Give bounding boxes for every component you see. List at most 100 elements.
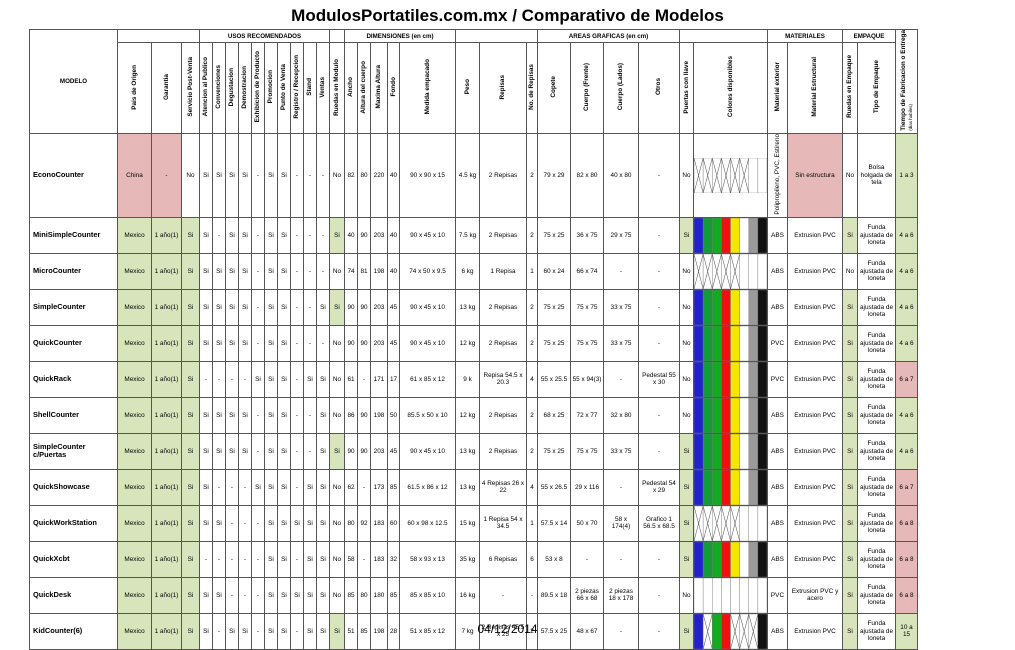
cell-mat-est: Extrusion PVC [787, 396, 843, 434]
cell-repisas: 4 Repisas 26 x 22 [479, 468, 527, 506]
cell-ruedas-modulo: Si [329, 432, 345, 470]
cell-puertas: Si [679, 540, 694, 578]
cell-uso-4: Si [251, 468, 265, 506]
swatch-cross-icon [730, 254, 740, 289]
cell-repisas: 1 Repisa [479, 252, 527, 290]
color-swatch [721, 398, 731, 433]
color-swatch [702, 218, 713, 253]
cell-tipo-emp: Funda ajustada de loneta [857, 288, 896, 326]
cell-uso-1: Si [212, 132, 226, 218]
cell-peso: 16 kg [455, 576, 480, 614]
cell-uso-6: Si [277, 288, 291, 326]
cell-uso-8: - [303, 396, 317, 434]
cell-repisas: - [479, 576, 527, 614]
cell-area-3: Pedestal 54 x 29 [638, 468, 680, 506]
cell-area-1: 29 x 116 [570, 468, 604, 506]
cell-mat-est: Extrusion PVC [787, 324, 843, 362]
header-garantia: Garantia [151, 42, 182, 134]
cell-uso-3: - [238, 576, 252, 614]
header-colores-label: Colores disponibles [726, 56, 734, 118]
cell-no-repisas: 2 [526, 396, 538, 434]
cell-uso-4: - [251, 432, 265, 470]
cell-colores [693, 324, 768, 362]
swatch-cross-icon [694, 506, 704, 541]
cell-uso-9: - [316, 324, 330, 362]
cell-dim-3: 60 [387, 504, 400, 542]
cell-modelo: QuickXcbt [29, 540, 118, 578]
cell-dim-2: 180 [370, 576, 388, 614]
cell-uso-3: Si [238, 396, 252, 434]
cell-area-2: - [603, 468, 639, 506]
cell-mat-ext: Polipropileno, PVC, Estireno [767, 132, 788, 218]
cell-ruedas-emp: Si [842, 504, 858, 542]
cell-dim-1: - [357, 360, 371, 398]
cell-uso-2: - [225, 468, 239, 506]
cell-uso-3: Si [238, 288, 252, 326]
cell-dim-0: 61 [344, 360, 358, 398]
cell-ruedas-emp: Si [842, 288, 858, 326]
header-servicio-label: Servicio Post-Venta [186, 57, 194, 117]
cell-no-repisas: 4 [526, 468, 538, 506]
cell-uso-8: - [303, 132, 317, 218]
cell-tiempo: 4 a 6 [895, 324, 918, 362]
cell-modelo: QuickWorkStation [29, 504, 118, 542]
group-usos: USOS RECOMENDADOS [199, 28, 330, 44]
cell-dim-1: 90 [357, 432, 371, 470]
cell-servicio: Si [181, 432, 200, 470]
cell-area-2: - [603, 540, 639, 578]
cell-garantia: 1 año(1) [151, 576, 182, 614]
cell-colores [693, 432, 768, 470]
cell-dim-2: 183 [370, 540, 388, 578]
color-swatch [757, 398, 767, 433]
cell-ruedas-modulo: Si [329, 612, 345, 650]
cell-servicio: Si [181, 360, 200, 398]
table-row: SimpleCounter Mexico 1 año(1) Si Si Si Si Si - Si… [29, 288, 918, 326]
color-swatch [748, 470, 759, 505]
cell-dim-3: 85 [387, 576, 400, 614]
group-empaque: EMPAQUE [842, 28, 896, 44]
cell-dim-0: 58 [344, 540, 358, 578]
cell-uso-1: Si [212, 324, 226, 362]
header-puertas: Puertas con llave [679, 42, 694, 134]
color-swatches [694, 542, 767, 577]
cell-mat-ext: ABS [767, 468, 788, 506]
header-repisas-label: Repisas [499, 74, 507, 100]
cell-servicio: Si [181, 468, 200, 506]
cell-tiempo: 4 a 6 [895, 396, 918, 434]
cell-uso-6: Si [277, 576, 291, 614]
header-tiempo: Tiempo de Fabricacion o Entrega(dias hab… [895, 29, 918, 134]
cell-peso: 12 kg [455, 396, 480, 434]
cell-tiempo: 10 a 15 [895, 612, 918, 650]
cell-area-1: 66 x 74 [570, 252, 604, 290]
cell-tipo-emp: Funda ajustada de loneta [857, 576, 896, 614]
table-row: QuickShowcase Mexico 1 año(1) Si Si - - - Si Si Si… [29, 468, 918, 506]
cell-uso-8: Si [303, 360, 317, 398]
cell-dim-3: 50 [387, 396, 400, 434]
cell-repisas: 2 Repisas [479, 132, 527, 218]
color-swatch [757, 362, 767, 397]
cell-repisas: 2 Repisas [479, 216, 527, 254]
cell-area-1: 82 x 80 [570, 132, 604, 218]
cell-dim-1: 81 [357, 252, 371, 290]
cell-mat-est: Extrusion PVC y acero [787, 576, 843, 614]
cell-ruedas-emp: Si [842, 396, 858, 434]
cell-uso-1: Si [212, 288, 226, 326]
cell-pais: Mexico [117, 216, 152, 254]
cell-repisas: 6 Repisas [479, 540, 527, 578]
cell-servicio: No [181, 132, 200, 218]
cell-ruedas-modulo: Si [329, 288, 345, 326]
cell-uso-6: Si [277, 504, 291, 542]
cell-ruedas-modulo: No [329, 132, 345, 218]
color-swatch [757, 578, 767, 613]
header-dim-1-label: Altura del cuerpo [360, 60, 368, 114]
cell-uso-3: Si [238, 324, 252, 362]
cell-uso-7: - [290, 324, 304, 362]
cell-dim-4: 90 x 45 x 10 [399, 288, 456, 326]
cell-tipo-emp: Funda ajustada de loneta [857, 432, 896, 470]
color-swatch [730, 218, 740, 253]
header-uso-3-label: Demostracion [241, 65, 249, 109]
cell-area-0: 53 x 8 [537, 540, 571, 578]
cell-dim-3: 40 [387, 216, 400, 254]
group-blank-4 [679, 28, 768, 44]
cell-colores [693, 468, 768, 506]
